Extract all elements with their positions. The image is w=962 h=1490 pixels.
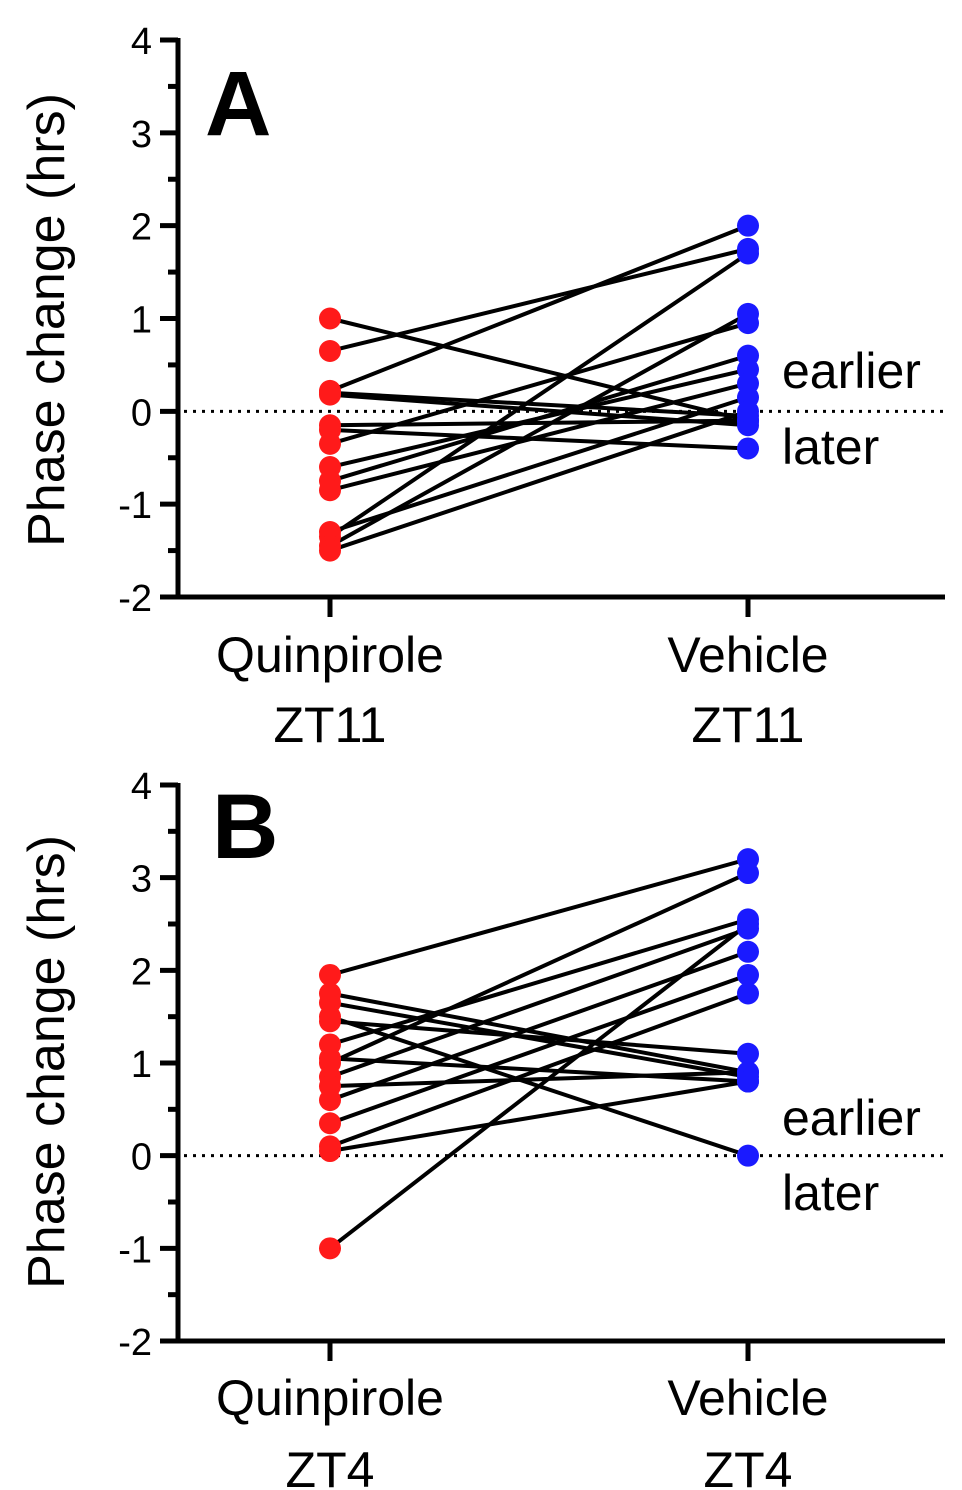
y-tick-label: 3 [131, 114, 152, 156]
pair-connector-line [329, 381, 749, 493]
quinpirole-data-point [319, 1010, 341, 1033]
y-tick-label: 0 [131, 1137, 152, 1179]
y-tick-label: 3 [131, 859, 152, 901]
x-category-sublabel: ZT11 [274, 697, 387, 753]
y-tick-label: -2 [118, 578, 152, 620]
y-tick-label: 4 [131, 766, 152, 808]
x-category-label: Vehicle [667, 1370, 828, 1426]
pair-connector-line [329, 871, 749, 1065]
pair-connector-line [329, 1019, 749, 1056]
annotation-earlier: earlier [782, 1090, 921, 1146]
y-tick-label: 4 [131, 21, 152, 63]
pair-connector-line [329, 973, 749, 1126]
pair-connector-line [329, 246, 749, 353]
panel-label: A [205, 53, 271, 155]
pair-connector-line [328, 922, 750, 1250]
panel-a: -2 -1 0 1 2 3 4 Quinpirole ZT11 Vehicle ZT11 Phase … [18, 21, 945, 753]
quinpirole-data-point [319, 307, 341, 330]
quinpirole-data-point [319, 432, 341, 455]
pair-connector-line [328, 251, 750, 539]
y-axis-title: Phase change (hrs) [18, 835, 76, 1289]
panel-label: B [212, 776, 278, 878]
pair-connector-line [329, 991, 749, 1149]
vehicle-data-point [737, 1144, 759, 1167]
vehicle-data-point [737, 982, 759, 1005]
pair-connector-line [329, 917, 749, 1047]
panel-b: -2 -1 0 1 2 3 4 Quinpirole ZT4 Vehicle ZT4 Phase ch… [18, 766, 945, 1490]
vehicle-data-point [737, 437, 759, 460]
quinpirole-data-point [319, 1112, 341, 1135]
x-category-label: Quinpirole [216, 1370, 444, 1426]
quinpirole-data-point [319, 479, 341, 502]
quinpirole-data-point [319, 339, 341, 362]
quinpirole-data-point [319, 1140, 341, 1163]
x-category-label: Quinpirole [216, 627, 444, 683]
vehicle-data-point [737, 913, 759, 935]
vehicle-data-point [737, 1070, 759, 1093]
pair-connector-line [329, 1070, 749, 1089]
pair-connector-line [329, 312, 749, 548]
vehicle-data-point [737, 963, 759, 986]
vehicle-data-point [737, 302, 759, 325]
pair-connector-line [329, 926, 749, 1079]
pair-connector-line [329, 1000, 749, 1079]
quinpirole-data-point [319, 1237, 341, 1260]
vehicle-data-point [737, 1042, 759, 1065]
x-category-sublabel: ZT4 [286, 1442, 375, 1490]
vehicle-data-point [737, 242, 759, 265]
vehicle-data-point [737, 940, 759, 963]
y-tick-label: -1 [118, 485, 152, 527]
x-category-sublabel: ZT4 [704, 1442, 793, 1490]
quinpirole-data-point [319, 383, 341, 406]
x-category-label: Vehicle [667, 627, 828, 683]
pair-connector-line [329, 427, 749, 451]
y-axis-title: Phase change (hrs) [18, 93, 76, 547]
annotation-later: later [782, 419, 879, 475]
quinpirole-data-point [319, 963, 341, 986]
pair-connector-line [329, 1079, 749, 1154]
annotation-earlier: earlier [782, 343, 921, 399]
quinpirole-data-point [319, 539, 341, 562]
y-tick-label: 2 [131, 951, 152, 993]
pair-connector-line [329, 223, 749, 393]
annotation-later: later [782, 1165, 879, 1221]
y-tick-label: 1 [131, 300, 152, 342]
quinpirole-data-point [319, 1089, 341, 1112]
vehicle-data-point [737, 214, 759, 237]
pair-connector-line [329, 991, 749, 1075]
pair-connector-line [329, 390, 749, 418]
vehicle-data-point [737, 400, 759, 423]
y-tick-label: 2 [131, 207, 152, 249]
y-tick-label: 1 [131, 1044, 152, 1086]
vehicle-data-point [737, 344, 759, 367]
y-tick-label: -2 [118, 1322, 152, 1364]
pair-connector-line [329, 395, 749, 534]
x-category-sublabel: ZT11 [692, 697, 805, 753]
vehicle-data-point [737, 862, 759, 885]
pair-connector-line [329, 409, 749, 553]
y-tick-label: -1 [118, 1229, 152, 1271]
y-tick-label: 0 [131, 392, 152, 434]
pair-connector-line [329, 321, 749, 446]
pair-connector-line [329, 353, 749, 483]
pair-connector-line [329, 857, 749, 977]
